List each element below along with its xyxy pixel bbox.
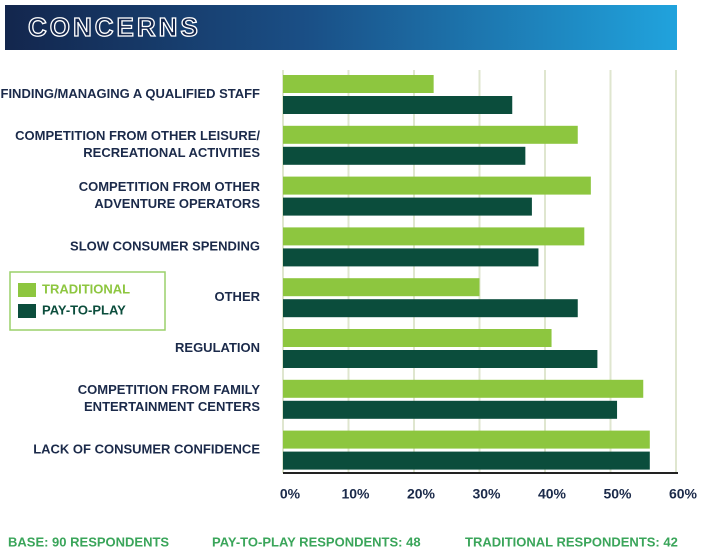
y-tick-label: LACK OF CONSUMER CONFIDENCE	[33, 442, 260, 457]
bar	[283, 146, 526, 165]
x-tick-label: 10%	[341, 486, 370, 502]
x-tick-label: 40%	[538, 486, 567, 502]
y-tick-label: ADVENTURE OPERATORS	[94, 196, 260, 211]
bar	[283, 227, 585, 246]
bar	[283, 248, 539, 267]
x-tick-label: 0%	[280, 486, 301, 502]
bar	[283, 379, 644, 398]
bar	[283, 299, 578, 318]
footnote: TRADITIONAL RESPONDENTS: 42	[465, 534, 678, 549]
y-tick-label: COMPETITION FROM FAMILY	[78, 382, 261, 397]
y-tick-label: RECREATIONAL ACTIVITIES	[83, 145, 260, 160]
y-tick-label: OTHER	[215, 289, 261, 304]
x-tick-label: 20%	[407, 486, 436, 502]
header-bar	[5, 5, 677, 50]
y-tick-label: COMPETITION FROM OTHER	[79, 179, 261, 194]
y-tick-label: SLOW CONSUMER SPENDING	[70, 238, 260, 253]
x-tick-label: 30%	[472, 486, 501, 502]
bar	[283, 125, 578, 144]
legend-label: PAY-TO-PLAY	[42, 302, 126, 317]
y-tick-label: REGULATION	[175, 340, 260, 355]
legend-box	[9, 271, 166, 331]
legend-swatch	[18, 283, 36, 297]
bar	[283, 176, 591, 195]
bar	[283, 329, 552, 347]
legend-label: TRADITIONAL	[42, 281, 130, 296]
footnote: BASE: 90 RESPONDENTS	[8, 534, 169, 549]
bar	[283, 278, 480, 297]
bar	[283, 197, 532, 216]
footnote: PAY-TO-PLAY RESPONDENTS: 48	[212, 534, 421, 549]
bar	[283, 451, 650, 470]
x-tick-label: 50%	[603, 486, 632, 502]
bar	[283, 75, 434, 93]
y-tick-label: COMPETITION FROM OTHER LEISURE/	[15, 128, 260, 143]
bar	[283, 400, 618, 419]
bar	[283, 350, 598, 368]
x-tick-label: 60%	[669, 486, 698, 502]
y-tick-label: FINDING/MANAGING A QUALIFIED STAFF	[1, 86, 261, 101]
legend-swatch	[18, 304, 36, 318]
y-tick-label: ENTERTAINMENT CENTERS	[84, 399, 260, 414]
chart-title: CONCERNS	[28, 12, 201, 42]
bar	[283, 430, 650, 449]
bar	[283, 96, 513, 114]
